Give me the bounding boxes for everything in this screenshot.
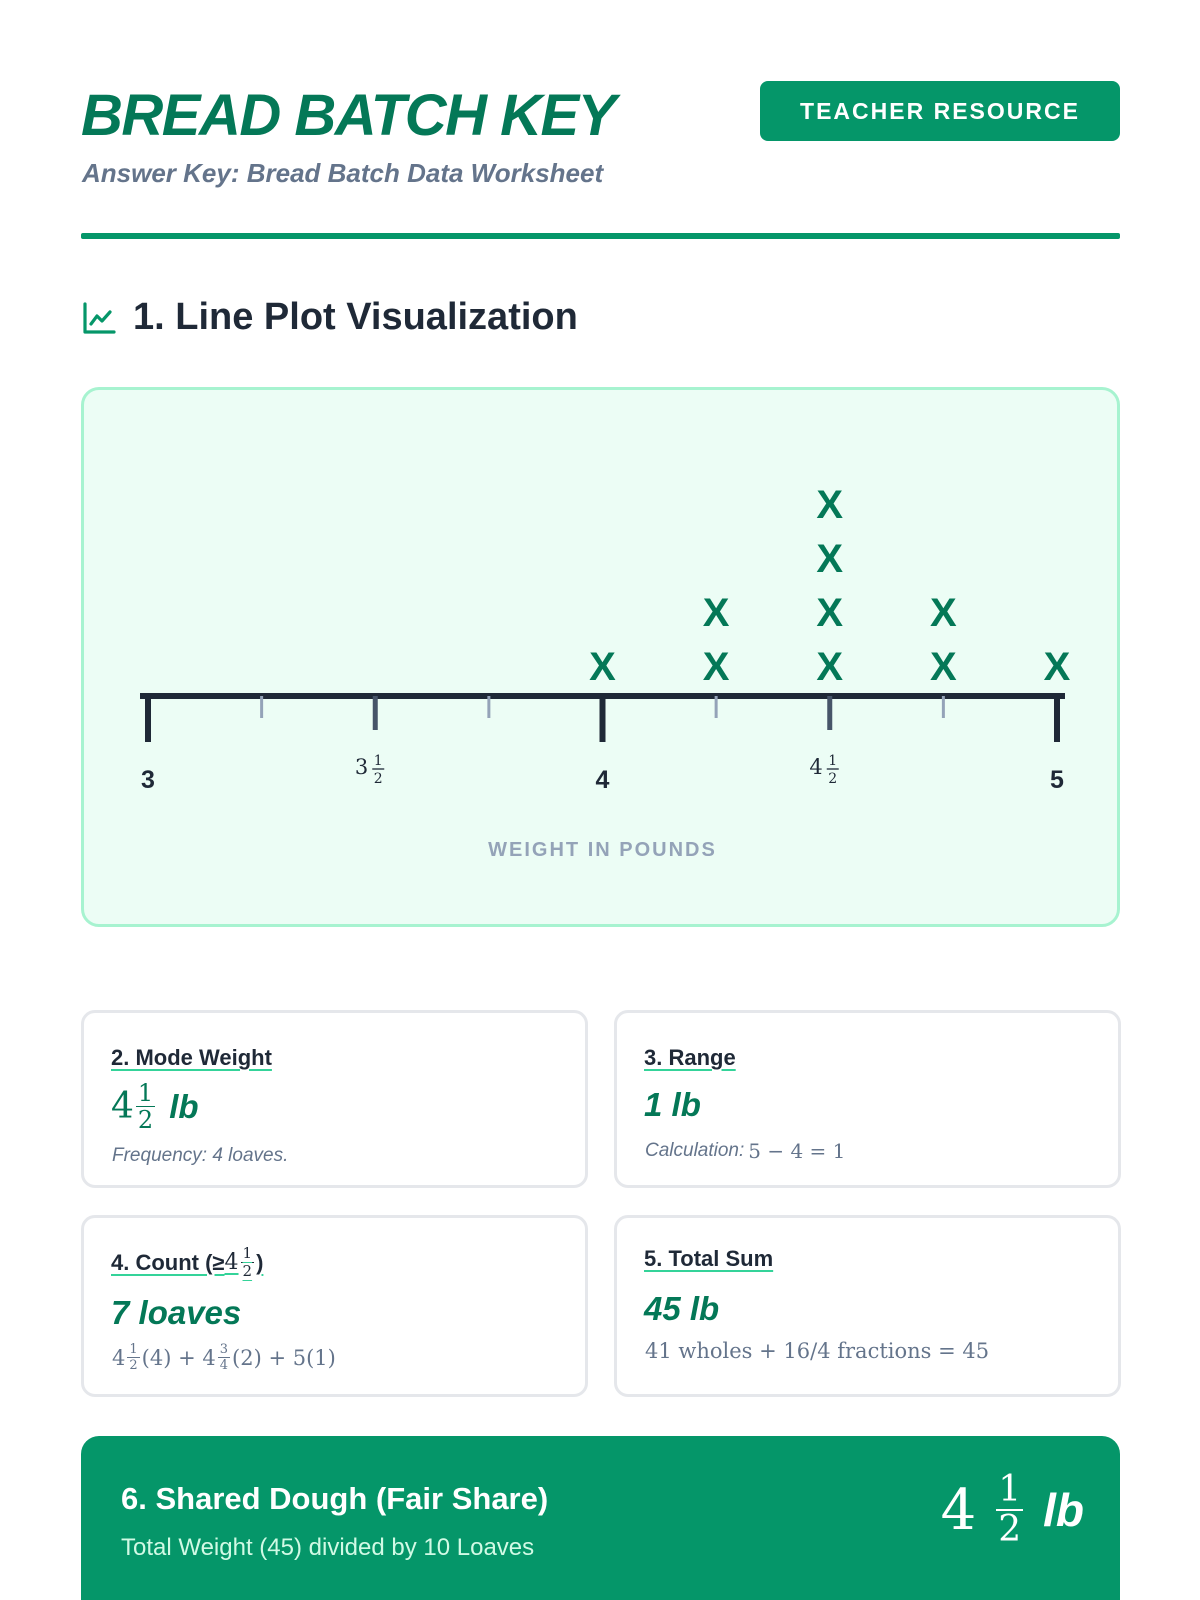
svg-text:2: 2 xyxy=(828,771,837,787)
x-marker: X xyxy=(703,591,730,635)
tick-label: 3 1 2 xyxy=(355,753,385,787)
mode-weight-title: 2. Mode Weight xyxy=(111,1045,272,1070)
tick-label: 3 xyxy=(141,766,155,794)
svg-text:4: 4 xyxy=(809,755,822,779)
page-title: BREAD BATCH KEY xyxy=(81,83,616,148)
range-note: Calculation: 5 − 4 = 1 xyxy=(645,1139,846,1163)
total-sum-card: 5. Total Sum 45 lb 41 wholes + 16/4 frac… xyxy=(614,1215,1121,1397)
x-marker: X xyxy=(703,645,730,689)
teacher-resource-badge: TEACHER RESOURCE xyxy=(760,81,1120,141)
x-marker: X xyxy=(816,645,843,689)
fair-share-subtitle: Total Weight (45) divided by 10 Loaves xyxy=(121,1534,535,1561)
count-value: 7 loaves xyxy=(111,1294,242,1331)
svg-text:2: 2 xyxy=(374,771,383,787)
x-marker: X xyxy=(1044,645,1071,689)
svg-text:3: 3 xyxy=(355,755,368,779)
tick-label: 5 xyxy=(1050,766,1064,794)
x-marker: X xyxy=(816,591,843,635)
x-marker: X xyxy=(589,645,616,689)
page-header: BREAD BATCH KEY Answer Key: Bread Batch … xyxy=(81,78,1120,242)
x-marker: X xyxy=(930,645,957,689)
x-marker: X xyxy=(930,591,957,635)
x-marker: X xyxy=(816,537,843,581)
header-divider xyxy=(81,233,1120,239)
total-sum-note: 41 wholes + 16/4 fractions = 45 xyxy=(645,1339,990,1363)
tick-label: 4 1 2 xyxy=(809,753,839,787)
total-sum-title: 5. Total Sum xyxy=(644,1246,774,1271)
section-title: 1. Line Plot Visualization xyxy=(133,296,578,338)
range-card: 3. Range 1 lb Calculation: 5 − 4 = 1 xyxy=(614,1010,1121,1188)
page-subtitle: Answer Key: Bread Batch Data Worksheet xyxy=(82,158,604,188)
tick-label: 4 xyxy=(596,766,610,794)
fair-share-title: 6. Shared Dough (Fair Share) xyxy=(121,1481,549,1516)
total-sum-value: 45 lb xyxy=(644,1290,720,1327)
svg-text:1: 1 xyxy=(828,753,837,769)
line-plot-card: 3 3 1 2 4 4 1 2 5 X X X X X X X X X X WEIGHT IN POUNDS xyxy=(81,387,1120,927)
line-chart-icon xyxy=(83,301,116,334)
section-line-plot-heading: 1. Line Plot Visualization xyxy=(81,296,578,339)
range-title: 3. Range xyxy=(644,1045,736,1070)
x-axis-label: WEIGHT IN POUNDS xyxy=(488,839,717,861)
fair-share-banner: 6. Shared Dough (Fair Share) Total Weigh… xyxy=(81,1436,1120,1600)
mode-weight-note: Frequency: 4 loaves. xyxy=(112,1145,289,1166)
range-value: 1 lb xyxy=(644,1086,701,1123)
svg-text:1: 1 xyxy=(374,753,383,769)
x-marker: X xyxy=(816,483,843,527)
